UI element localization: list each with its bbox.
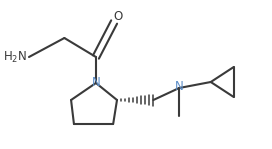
Text: H$_2$N: H$_2$N [3,49,27,65]
Text: O: O [113,10,123,22]
Text: N: N [92,76,100,90]
Text: N: N [175,80,184,94]
